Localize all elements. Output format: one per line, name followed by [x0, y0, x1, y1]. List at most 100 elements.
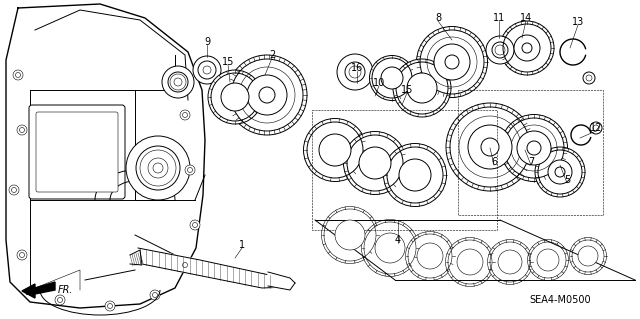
Circle shape: [203, 66, 211, 74]
Circle shape: [492, 42, 508, 58]
Circle shape: [58, 298, 63, 302]
Circle shape: [15, 72, 20, 78]
Circle shape: [193, 56, 221, 84]
Circle shape: [445, 238, 495, 286]
Text: 1: 1: [239, 240, 245, 250]
Circle shape: [527, 240, 568, 280]
Text: 8: 8: [435, 13, 441, 23]
Circle shape: [500, 21, 554, 75]
Circle shape: [168, 72, 188, 92]
Circle shape: [375, 233, 405, 263]
Circle shape: [481, 138, 499, 156]
Circle shape: [500, 115, 568, 182]
Circle shape: [583, 72, 595, 84]
Circle shape: [417, 26, 488, 98]
Circle shape: [514, 35, 540, 61]
Bar: [458, 90, 603, 215]
Circle shape: [259, 87, 275, 103]
Circle shape: [468, 125, 512, 169]
Circle shape: [108, 303, 113, 308]
Text: SEA4-M0500: SEA4-M0500: [529, 295, 591, 305]
Circle shape: [349, 66, 361, 78]
Circle shape: [417, 243, 443, 269]
Circle shape: [407, 73, 437, 103]
Circle shape: [590, 122, 602, 134]
Text: 4: 4: [395, 235, 401, 245]
Polygon shape: [22, 282, 55, 298]
Text: 9: 9: [204, 37, 210, 47]
Circle shape: [150, 290, 160, 300]
Circle shape: [148, 158, 168, 178]
Text: 11: 11: [493, 13, 505, 23]
Circle shape: [344, 131, 406, 195]
Text: 14: 14: [520, 13, 532, 23]
FancyBboxPatch shape: [36, 112, 118, 192]
Circle shape: [152, 293, 157, 298]
Circle shape: [198, 61, 216, 79]
Circle shape: [321, 206, 378, 263]
Text: 15: 15: [401, 85, 413, 95]
Circle shape: [180, 110, 190, 120]
Circle shape: [555, 167, 565, 177]
Circle shape: [362, 219, 419, 277]
Circle shape: [593, 125, 599, 131]
Circle shape: [9, 185, 19, 195]
Circle shape: [337, 54, 373, 90]
Text: 7: 7: [528, 157, 534, 167]
Circle shape: [393, 59, 451, 117]
Text: FR.: FR.: [58, 285, 74, 295]
Circle shape: [527, 141, 541, 155]
Circle shape: [570, 238, 607, 275]
Circle shape: [55, 295, 65, 305]
Circle shape: [488, 240, 532, 285]
Circle shape: [136, 146, 180, 190]
Circle shape: [537, 249, 559, 271]
Polygon shape: [138, 248, 288, 288]
Circle shape: [193, 222, 198, 227]
Circle shape: [446, 103, 534, 191]
Circle shape: [13, 70, 23, 80]
Circle shape: [140, 150, 176, 186]
Circle shape: [359, 147, 391, 179]
Circle shape: [170, 74, 186, 90]
Circle shape: [381, 67, 403, 89]
Text: 13: 13: [572, 17, 584, 27]
Circle shape: [185, 165, 195, 175]
Text: 2: 2: [269, 50, 275, 60]
Circle shape: [19, 128, 24, 132]
Circle shape: [399, 159, 431, 191]
Circle shape: [180, 260, 190, 270]
Circle shape: [17, 250, 27, 260]
Text: 16: 16: [351, 63, 363, 73]
Circle shape: [182, 113, 188, 117]
FancyBboxPatch shape: [29, 105, 125, 199]
Circle shape: [369, 56, 415, 100]
Polygon shape: [268, 272, 295, 290]
Circle shape: [12, 188, 17, 192]
Circle shape: [548, 160, 572, 184]
Circle shape: [105, 301, 115, 311]
Circle shape: [126, 136, 190, 200]
Circle shape: [190, 220, 200, 230]
Circle shape: [445, 55, 459, 69]
Circle shape: [319, 134, 351, 166]
Text: 10: 10: [373, 78, 385, 88]
Circle shape: [174, 78, 182, 86]
Circle shape: [227, 55, 307, 135]
Circle shape: [303, 118, 367, 182]
Circle shape: [188, 167, 193, 173]
Circle shape: [383, 144, 447, 206]
Circle shape: [406, 232, 454, 280]
Circle shape: [517, 131, 551, 165]
Polygon shape: [130, 250, 142, 265]
Bar: [312, 110, 497, 230]
Circle shape: [498, 250, 522, 274]
Circle shape: [345, 62, 365, 82]
Circle shape: [522, 43, 532, 53]
Circle shape: [153, 163, 163, 173]
Text: 5: 5: [564, 175, 570, 185]
Circle shape: [247, 75, 287, 115]
Text: 6: 6: [491, 157, 497, 167]
Circle shape: [578, 246, 598, 266]
Circle shape: [162, 66, 194, 98]
